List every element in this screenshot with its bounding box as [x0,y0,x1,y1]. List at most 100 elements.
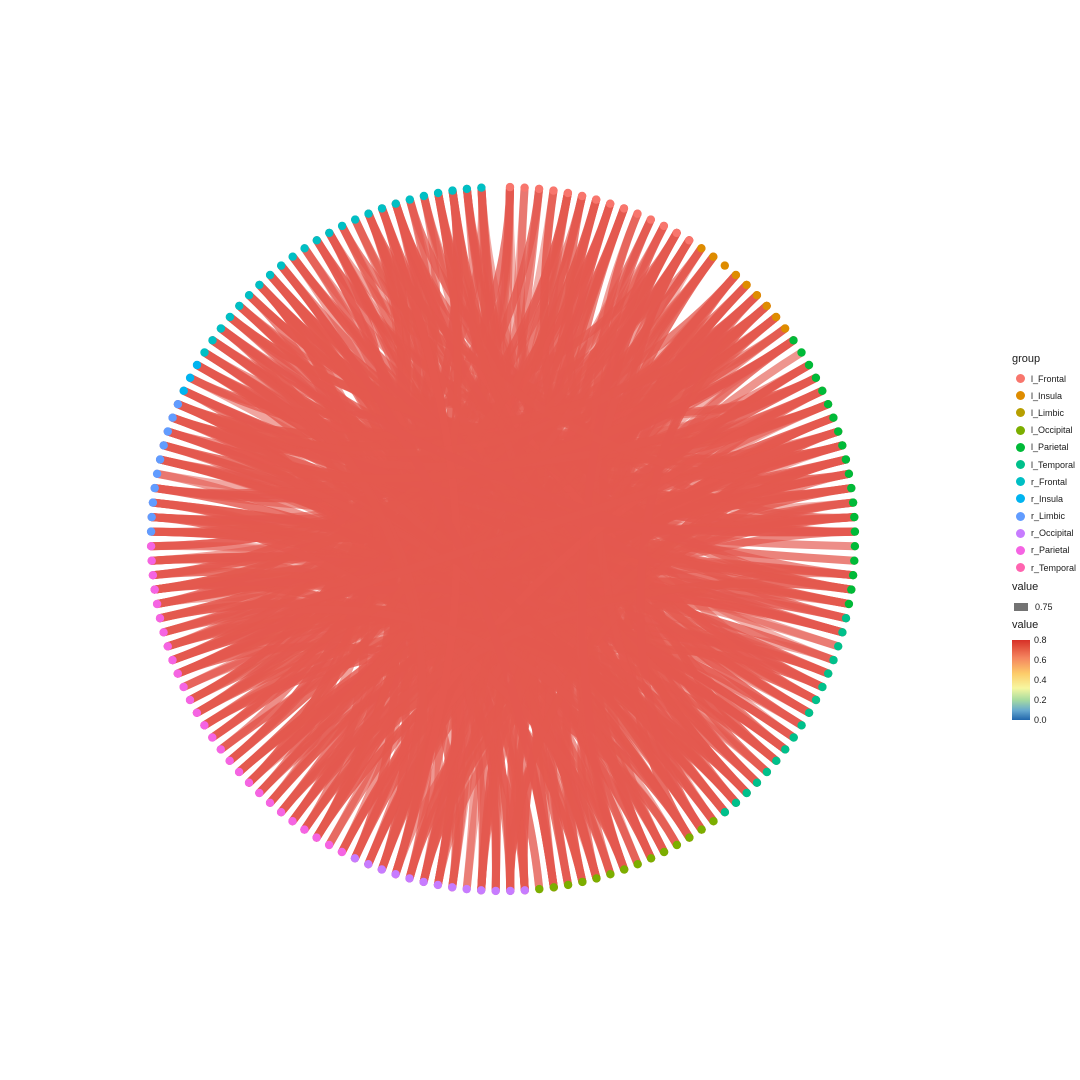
node-r-parietal [148,571,158,580]
colorbar-tick: 0.6 [1034,655,1047,666]
node-l-occipital [685,833,694,842]
node-r-frontal [255,280,264,290]
node-r-frontal [277,261,286,270]
node-r-parietal [265,798,275,807]
node-l-parietal [841,455,851,464]
legend-label: l_Temporal [1031,459,1076,470]
legend-color-title: value [1012,619,1039,632]
node-l-occipital [592,874,601,883]
node-r-frontal [419,191,429,201]
node-l-temporal [789,733,798,742]
node-r-frontal [391,199,400,208]
node-l-parietal [811,373,821,382]
chord-edge [325,455,850,849]
legend-item-r-insula: r_Insula [1012,490,1078,507]
node-l-parietal [848,571,858,580]
chord-edge [216,441,847,754]
node-r-parietal [208,733,217,742]
legend-label: l_Limbic [1031,407,1065,418]
node-r-frontal [448,186,457,195]
node-l-frontal [520,183,529,192]
chord-edge [277,189,572,817]
node-r-frontal [244,291,254,300]
legend-group-title: group [1012,353,1041,365]
node-r-parietal [168,655,177,665]
legend-size-label: 0.75 [1035,602,1053,613]
legend-label: r_Limbic [1031,511,1066,522]
legend-item-l-temporal: l_Temporal [1012,456,1078,473]
node-r-frontal [225,312,235,322]
node-r-limbic [159,441,168,450]
colorbar-tick: 0.0 [1034,715,1047,726]
node-r-limbic [146,527,156,536]
chord-edge [173,614,740,807]
chord-edge [506,469,853,895]
node-r-occipital [433,880,443,890]
node-l-occipital [535,884,544,894]
node-r-occipital [405,874,414,883]
chord-edge [351,215,856,594]
node-r-limbic [155,455,165,464]
node-l-frontal [685,236,694,245]
node-r-frontal [265,270,275,280]
node-l-frontal [577,191,587,201]
node-l-parietal [797,348,806,357]
chord-edge [337,386,827,856]
node-l-temporal [781,745,790,754]
node-l-temporal [818,682,827,692]
node-r-occipital [506,886,515,896]
node-r-parietal [159,628,168,637]
chord-edge [364,209,853,485]
node-r-occipital [419,877,428,887]
node-r-frontal [200,348,209,357]
node-l-occipital [549,883,558,892]
node-r-frontal [377,204,387,213]
legend-swatch [1016,511,1025,521]
node-r-parietal [312,833,321,842]
node-r-limbic [168,413,177,422]
node-l-occipital [606,870,615,879]
node-l-frontal [659,221,669,231]
node-r-limbic [147,512,156,522]
legend-item-r-frontal: r_Frontal [1012,473,1078,490]
legend-size-swatch [1014,603,1028,612]
node-l-temporal [797,721,806,730]
node-l-insula [731,270,741,280]
node-l-occipital [672,840,682,850]
chord-edge [235,189,462,776]
node-r-parietal [300,825,309,834]
legend-label: r_Parietal [1031,545,1070,556]
node-r-frontal [312,236,321,245]
node-r-occipital [477,886,486,895]
legend-swatch [1016,563,1025,573]
legend-label: r_Insula [1031,493,1064,504]
node-l-parietal [848,498,858,507]
node-l-occipital [620,865,629,874]
legend: group l_Frontal l_Insula l_Limbic l_Occipit… [1012,352,1078,726]
legend-swatch [1016,425,1025,435]
node-l-insula [780,324,790,333]
chord-edges [147,183,859,895]
colorbar-tick: 0.2 [1034,695,1047,706]
node-l-occipital [633,860,642,869]
colorbar-tick: 0.8 [1034,635,1047,646]
node-r-limbic [163,427,172,436]
node-l-frontal [505,182,515,192]
node-r-parietal [155,614,165,623]
chord-edge [277,261,558,892]
node-r-insula [192,360,202,370]
node-r-frontal [364,209,373,218]
node-l-frontal [563,188,573,198]
node-l-temporal [731,798,741,807]
node-l-occipital [578,877,587,887]
chord-edge [163,427,843,651]
legend-swatch [1016,477,1025,487]
legend-item-l-insula: l_Insula [1012,387,1078,404]
legend-label: r_Occipital [1031,528,1074,539]
node-l-temporal [720,808,730,817]
node-r-parietal [147,556,156,565]
node-r-limbic [148,498,158,507]
node-l-parietal [847,483,856,493]
node-r-limbic [152,469,162,478]
node-l-parietal [823,400,833,409]
